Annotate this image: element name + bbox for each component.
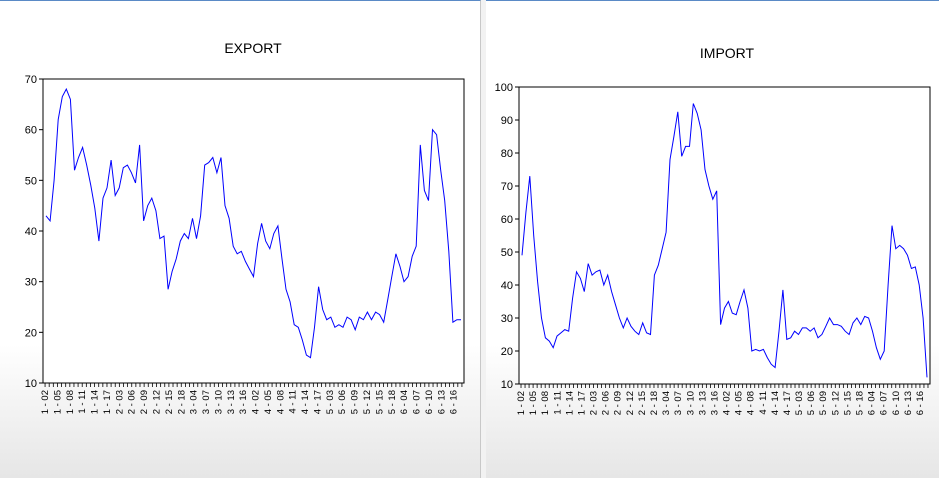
export-x-tick-label: 1 - 02: [40, 390, 51, 414]
export-y-tick-label: 70: [25, 74, 37, 86]
import-chart-panel: IMPORT 10 20 30 40 50 60 70 80 90 100 1 - 02 1 - 05…: [486, 0, 939, 478]
export-x-tick-label: 2 - 15: [164, 390, 175, 414]
import-x-tick-label: 3 - 04: [661, 391, 672, 415]
import-x-tick-label: 1 - 05: [528, 391, 539, 415]
import-x-tick-label: 4 - 14: [770, 391, 781, 415]
import-y-tick-label: 100: [495, 82, 513, 94]
import-chart-title: IMPORT: [700, 45, 755, 61]
export-x-tick-label: 6 - 10: [424, 390, 435, 414]
export-x-tick-label: 2 - 09: [139, 390, 150, 414]
import-series-line: [521, 103, 928, 378]
import-y-tick-label: 30: [501, 313, 513, 325]
export-x-tick-label: 3 - 16: [238, 390, 249, 414]
import-x-tick-label: 2 - 03: [589, 391, 600, 415]
export-x-tick-label: 6 - 13: [436, 390, 447, 414]
export-x-tick-label: 2 - 03: [114, 390, 125, 414]
export-y-tick-label: 30: [25, 277, 37, 289]
import-x-tick-label: 3 - 13: [697, 391, 708, 415]
import-x-tick-label: 2 - 12: [625, 391, 636, 415]
export-x-tick-label: 4 - 08: [275, 390, 286, 414]
export-y-tick-label: 60: [25, 125, 37, 137]
import-y-tick-label: 80: [501, 148, 513, 160]
import-x-tick-label: 5 - 18: [854, 391, 865, 415]
export-y-tick-label: 50: [25, 175, 37, 187]
export-x-tick-label: 6 - 07: [412, 390, 423, 414]
import-x-tick-label: 2 - 09: [613, 391, 624, 415]
export-x-tick-label: 4 - 05: [263, 390, 274, 414]
import-plot-frame: [518, 86, 931, 385]
import-x-tick-label: 2 - 18: [649, 391, 660, 415]
export-x-tick-label: 4 - 11: [288, 390, 299, 414]
export-x-tick-label: 6 - 04: [399, 390, 410, 414]
export-x-tick-label: 5 - 06: [337, 390, 348, 414]
export-x-tick-label: 2 - 12: [152, 390, 163, 414]
import-y-tick-label: 20: [501, 346, 513, 358]
import-y-tick-label: 40: [501, 280, 513, 292]
export-y-tick-label: 20: [25, 327, 37, 339]
export-x-tick-label: 5 - 18: [387, 390, 398, 414]
import-x-tick-label: 1 - 14: [564, 391, 575, 415]
export-x-tick-label: 1 - 17: [102, 390, 113, 414]
import-x-tick-label: 1 - 11: [552, 391, 563, 415]
import-x-tick-label: 6 - 04: [867, 391, 878, 415]
export-x-tick-label: 2 - 18: [176, 390, 187, 414]
import-y-tick-label: 70: [501, 181, 513, 193]
export-x-tick-label: 5 - 09: [350, 390, 361, 414]
import-x-tick-label: 1 - 17: [576, 391, 587, 415]
export-x-tick-label: 1 - 08: [65, 390, 76, 414]
import-y-tick-label: 50: [501, 247, 513, 259]
export-x-tick-label: 1 - 14: [90, 390, 101, 414]
export-y-tick-label: 10: [25, 378, 37, 390]
import-x-tick-label: 4 - 08: [746, 391, 757, 415]
export-plot-frame: [42, 78, 465, 384]
import-x-tick-label: 5 - 12: [830, 391, 841, 415]
import-x-tick-label: 3 - 10: [685, 391, 696, 415]
import-x-tick-label: 5 - 09: [818, 391, 829, 415]
export-x-tick-label: 5 - 15: [374, 390, 385, 414]
export-chart-panel: EXPORT 10 20 30 40 50 60 70 1 - 02 1 - 05 1 - 08 1…: [0, 0, 481, 478]
import-x-tick-label: 5 - 06: [806, 391, 817, 415]
import-x-tick-label: 4 - 02: [722, 391, 733, 415]
export-x-tick-label: 6 - 16: [449, 390, 460, 414]
import-x-tick-label: 4 - 17: [782, 391, 793, 415]
import-x-tick-label: 6 - 16: [915, 391, 926, 415]
import-x-tick-label: 5 - 03: [794, 391, 805, 415]
import-x-tick-label: 3 - 16: [709, 391, 720, 415]
import-x-tick-label: 1 - 08: [540, 391, 551, 415]
panel-divider: [481, 0, 486, 478]
import-x-tick-label: 1 - 02: [516, 391, 527, 415]
import-x-tick-label: 6 - 13: [903, 391, 914, 415]
export-chart-title: EXPORT: [224, 40, 282, 56]
import-x-tick-label: 2 - 15: [637, 391, 648, 415]
export-x-tick-label: 4 - 02: [251, 390, 262, 414]
export-x-tick-label: 5 - 12: [362, 390, 373, 414]
export-x-tick-label: 4 - 14: [300, 390, 311, 414]
import-x-tick-label: 6 - 07: [879, 391, 890, 415]
import-y-tick-label: 10: [501, 379, 513, 391]
export-y-tick-label: 40: [25, 226, 37, 238]
import-x-tick-label: 4 - 11: [758, 391, 769, 415]
import-x-tick-label: 2 - 06: [601, 391, 612, 415]
export-x-tick-label: 1 - 11: [77, 390, 88, 414]
import-x-tick-label: 3 - 07: [673, 391, 684, 415]
import-x-tick-label: 6 - 10: [891, 391, 902, 415]
import-x-tick-label: 4 - 05: [734, 391, 745, 415]
export-x-tick-label: 3 - 07: [201, 390, 212, 414]
export-x-tick-label: 3 - 13: [226, 390, 237, 414]
import-y-tick-label: 60: [501, 214, 513, 226]
import-x-tick-label: 5 - 15: [842, 391, 853, 415]
export-x-tick-label: 2 - 06: [127, 390, 138, 414]
export-x-tick-label: 3 - 10: [213, 390, 224, 414]
import-y-tick-label: 90: [501, 115, 513, 127]
export-x-tick-label: 3 - 04: [189, 390, 200, 414]
export-x-tick-label: 1 - 05: [52, 390, 63, 414]
export-series-line: [45, 87, 461, 359]
export-x-tick-label: 5 - 03: [325, 390, 336, 414]
export-x-tick-label: 4 - 17: [312, 390, 323, 414]
import-chart: IMPORT 10 20 30 40 50 60 70 80 90 100 1 - 02 1 - 05…: [495, 45, 931, 415]
